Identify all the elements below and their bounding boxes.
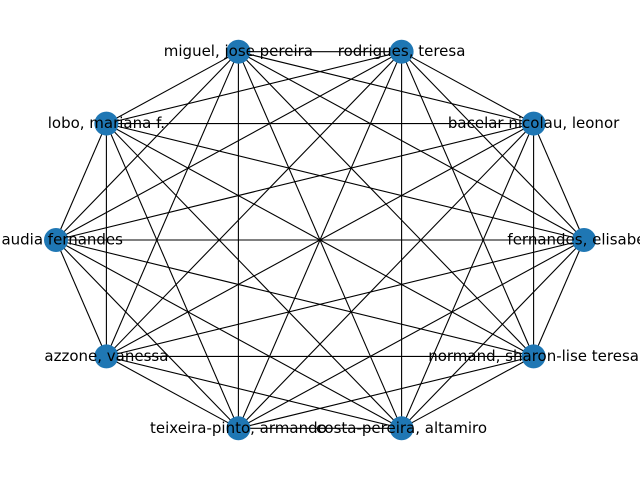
edge-n0-n3	[238, 51, 585, 241]
node-n5	[44, 228, 68, 252]
node-n4	[94, 111, 119, 136]
edge-n8-n9	[401, 355, 534, 429]
node-label-n9: normand, sharon-lise teresa	[428, 347, 639, 365]
edge-n6-n8	[106, 355, 402, 429]
labels-layer: fernandes, elisabete bacelar nicolau, leo…	[0, 42, 640, 437]
node-label-n6: azzone, vanessa	[44, 347, 168, 365]
edge-n3-n4	[106, 51, 239, 125]
edge-n5-n9	[55, 239, 534, 357]
node-n2	[389, 39, 414, 64]
edge-n4-n9	[106, 123, 534, 357]
node-label-n7: teixeira-pinto, armando	[150, 419, 327, 437]
edge-n2-n5	[55, 51, 402, 241]
node-n0	[572, 228, 596, 252]
edge-n4-n8	[106, 123, 402, 429]
node-label-n2: rodrigues, teresa	[338, 42, 466, 60]
node-n8	[389, 416, 414, 441]
edge-n0-n1	[533, 123, 585, 241]
edge-n0-n9	[533, 239, 585, 357]
node-label-n1: bacelar nicolau, leonor	[448, 114, 620, 132]
edge-n1-n2	[401, 51, 534, 125]
edge-n7-n9	[238, 355, 534, 429]
nodes-layer	[44, 39, 596, 441]
node-label-n0: fernandes, elisabete	[507, 231, 640, 249]
node-n6	[94, 344, 119, 369]
edge-n0-n7	[238, 239, 585, 429]
edge-n6-n7	[106, 355, 239, 429]
edge-n5-n7	[55, 239, 239, 429]
edge-n1-n8	[401, 123, 535, 429]
edges-layer	[55, 51, 585, 429]
edge-n2-n9	[401, 51, 535, 357]
node-n7	[226, 416, 251, 441]
edge-n4-n7	[105, 123, 239, 429]
edge-n5-n6	[55, 239, 107, 357]
node-n1	[521, 111, 546, 136]
edge-n3-n9	[238, 51, 534, 357]
node-label-n3: miguel, jose pereira	[164, 42, 313, 60]
node-n9	[521, 344, 546, 369]
edge-n5-n8	[55, 239, 402, 429]
edge-n3-n6	[105, 51, 239, 357]
node-label-n8: costa-pereira, altamiro	[316, 419, 487, 437]
node-n3	[226, 39, 251, 64]
node-label-n5: claudia fernandes	[0, 231, 123, 249]
node-label-n4: lobo, mariana f.	[48, 114, 165, 132]
edge-n4-n5	[55, 123, 107, 241]
